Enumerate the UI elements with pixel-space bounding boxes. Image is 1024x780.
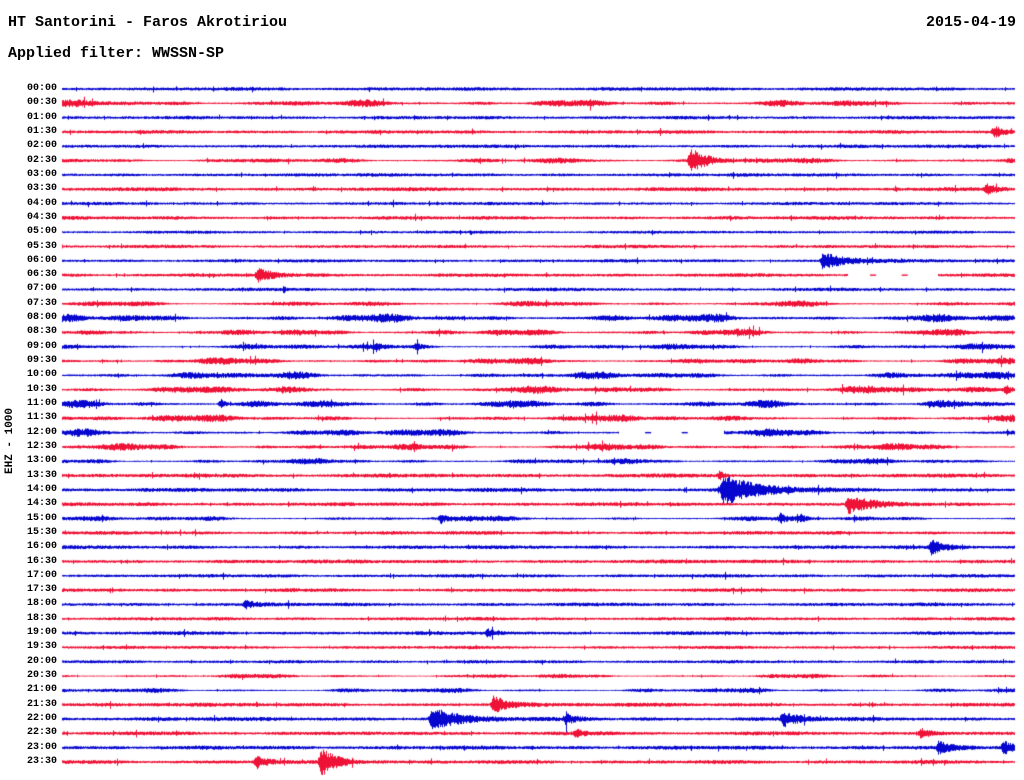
time-label-2130: 21:30 xyxy=(26,698,57,710)
time-label-2100: 21:00 xyxy=(26,684,57,696)
time-label-0630: 06:30 xyxy=(26,269,57,281)
time-label-1830: 18:30 xyxy=(26,612,57,624)
time-label-2300: 23:00 xyxy=(26,741,57,753)
time-label-1530: 15:30 xyxy=(26,526,57,538)
time-label-1330: 13:30 xyxy=(26,469,57,481)
time-label-1600: 16:00 xyxy=(26,541,57,553)
time-label-2000: 20:00 xyxy=(26,655,57,667)
time-label-0030: 00:30 xyxy=(26,97,57,109)
time-label-0800: 08:00 xyxy=(26,312,57,324)
time-label-1500: 15:00 xyxy=(26,512,57,524)
time-label-0130: 01:30 xyxy=(26,125,57,137)
time-label-0300: 03:00 xyxy=(26,168,57,180)
time-label-1900: 19:00 xyxy=(26,627,57,639)
time-label-2200: 22:00 xyxy=(26,713,57,725)
time-label-1200: 12:00 xyxy=(26,426,57,438)
time-label-1800: 18:00 xyxy=(26,598,57,610)
time-label-1030: 10:30 xyxy=(26,383,57,395)
time-label-1930: 19:30 xyxy=(26,641,57,653)
time-label-2030: 20:30 xyxy=(26,670,57,682)
time-label-1100: 11:00 xyxy=(26,398,57,410)
time-label-0000: 00:00 xyxy=(26,83,57,94)
time-label-0930: 09:30 xyxy=(26,355,57,367)
time-label-0500: 05:00 xyxy=(26,226,57,238)
time-label-0600: 06:00 xyxy=(26,254,57,266)
time-label-0330: 03:30 xyxy=(26,183,57,195)
time-label-0200: 02:00 xyxy=(26,140,57,152)
time-label-1730: 17:30 xyxy=(26,584,57,596)
time-label-0730: 07:30 xyxy=(26,297,57,309)
time-label-1430: 14:30 xyxy=(26,498,57,510)
time-label-0530: 05:30 xyxy=(26,240,57,252)
time-label-0830: 08:30 xyxy=(26,326,57,338)
time-label-0100: 01:00 xyxy=(26,111,57,123)
time-label-1630: 16:30 xyxy=(26,555,57,567)
time-label-2230: 22:30 xyxy=(26,727,57,739)
time-label-2330: 23:30 xyxy=(26,755,57,767)
time-label-1130: 11:30 xyxy=(26,412,57,424)
time-label-1300: 13:00 xyxy=(26,455,57,467)
time-label-1700: 17:00 xyxy=(26,569,57,581)
time-label-1230: 12:30 xyxy=(26,440,57,452)
time-label-1400: 14:00 xyxy=(26,483,57,495)
time-label-0430: 04:30 xyxy=(26,211,57,223)
time-label-0400: 04:00 xyxy=(26,197,57,209)
time-label-1000: 10:00 xyxy=(26,369,57,381)
time-label-0900: 09:00 xyxy=(26,340,57,352)
time-label-0700: 07:00 xyxy=(26,283,57,295)
time-label-0230: 02:30 xyxy=(26,154,57,166)
